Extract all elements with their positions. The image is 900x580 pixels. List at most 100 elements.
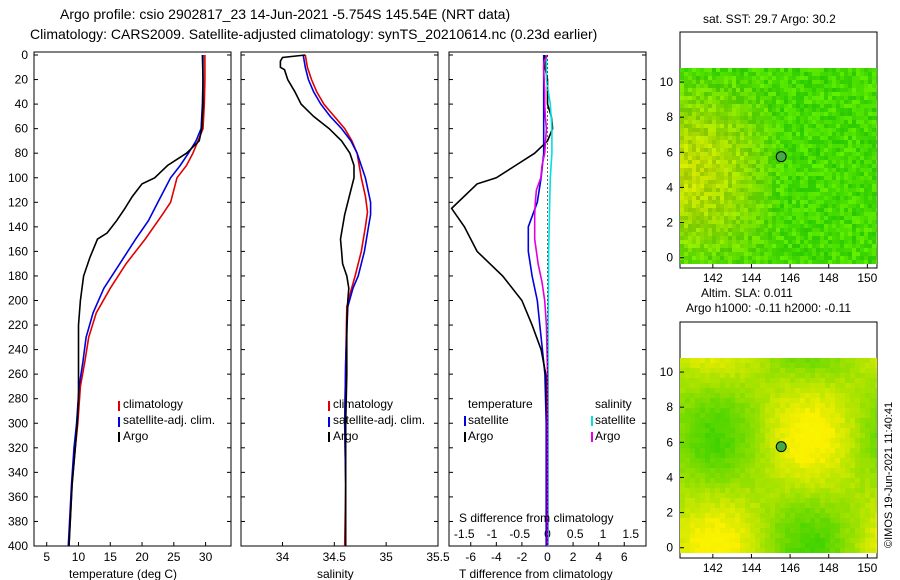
heatmap-cell: [744, 200, 748, 204]
heatmap-cell: [816, 100, 820, 104]
heatmap-cell: [760, 168, 764, 172]
heatmap-cell: [708, 188, 712, 192]
heatmap-cell: [700, 468, 705, 473]
heatmap-cell: [805, 403, 810, 408]
heatmap-cell: [684, 244, 688, 248]
heatmap-cell: [692, 196, 696, 200]
heatmap-cell: [840, 208, 844, 212]
heatmap-cell: [812, 68, 816, 72]
heatmap-cell: [876, 140, 877, 144]
heatmap-cell: [776, 112, 780, 116]
heatmap-cell: [800, 448, 805, 453]
heatmap-cell: [845, 533, 850, 538]
heatmap-cell: [860, 256, 864, 260]
heatmap-cell: [808, 136, 812, 140]
heatmap-cell: [730, 443, 735, 448]
heatmap-cell: [824, 184, 828, 188]
heatmap-cell: [680, 383, 685, 388]
heatmap-cell: [740, 184, 744, 188]
heatmap-cell: [805, 408, 810, 413]
heatmap-cell: [848, 204, 852, 208]
heatmap-cell: [835, 528, 840, 533]
heatmap-cell: [860, 548, 865, 553]
argo-float-marker: [775, 151, 787, 163]
heatmap-cell: [720, 438, 725, 443]
heatmap-cell: [850, 543, 855, 548]
heatmap-cell: [760, 68, 764, 72]
heatmap-cell: [836, 164, 840, 168]
heatmap-cell: [712, 204, 716, 208]
heatmap-cell: [820, 248, 824, 252]
heatmap-cell: [848, 224, 852, 228]
heatmap-cell: [688, 244, 692, 248]
heatmap-cell: [770, 428, 775, 433]
heatmap-cell: [776, 104, 780, 108]
heatmap-cell: [708, 172, 712, 176]
heatmap-cell: [756, 128, 760, 132]
heatmap-cell: [820, 503, 825, 508]
heatmap-cell: [748, 200, 752, 204]
heatmap-cell: [856, 168, 860, 172]
heatmap-cell: [800, 204, 804, 208]
heatmap-cell: [736, 68, 740, 72]
heatmap-cell: [715, 383, 720, 388]
heatmap-cell: [784, 208, 788, 212]
heatmap-cell: [744, 136, 748, 140]
heatmap-cell: [724, 108, 728, 112]
heatmap-cell: [792, 260, 796, 264]
heatmap-cell: [692, 160, 696, 164]
heatmap-cell: [860, 378, 865, 383]
heatmap-cell: [790, 523, 795, 528]
heatmap-cell: [868, 120, 872, 124]
heatmap-cell: [720, 152, 724, 156]
heatmap-cell: [760, 260, 764, 264]
heatmap-cell: [870, 373, 875, 378]
heatmap-cell: [828, 84, 832, 88]
heatmap-cell: [780, 88, 784, 92]
heatmap-cell: [745, 483, 750, 488]
heatmap-cell: [728, 128, 732, 132]
heatmap-cell: [720, 458, 725, 463]
heatmap-cell: [695, 363, 700, 368]
heatmap-cell: [756, 248, 760, 252]
heatmap-cell: [795, 513, 800, 518]
heatmap-cell: [800, 228, 804, 232]
heatmap-cell: [752, 204, 756, 208]
heatmap-cell: [720, 148, 724, 152]
heatmap-cell: [812, 228, 816, 232]
heatmap-cell: [784, 96, 788, 100]
heatmap-cell: [765, 508, 770, 513]
heatmap-cell: [852, 76, 856, 80]
heatmap-cell: [700, 92, 704, 96]
heatmap-cell: [860, 224, 864, 228]
heatmap-cell: [780, 220, 784, 224]
heatmap-cell: [724, 96, 728, 100]
heatmap-cell: [692, 84, 696, 88]
heatmap-cell: [712, 208, 716, 212]
heatmap-cell: [752, 220, 756, 224]
heatmap-cell: [780, 428, 785, 433]
heatmap-cell: [735, 433, 740, 438]
heatmap-cell: [825, 508, 830, 513]
heatmap-cell: [740, 224, 744, 228]
heatmap-cell: [835, 358, 840, 363]
heatmap-cell: [690, 508, 695, 513]
heatmap-cell: [784, 72, 788, 76]
heatmap-cell: [708, 96, 712, 100]
heatmap-cell: [844, 184, 848, 188]
heatmap-cell: [845, 493, 850, 498]
heatmap-cell: [828, 184, 832, 188]
heatmap-cell: [764, 164, 768, 168]
heatmap-cell: [696, 228, 700, 232]
heatmap-cell: [868, 212, 872, 216]
heatmap-cell: [810, 398, 815, 403]
heatmap-cell: [684, 224, 688, 228]
heatmap-cell: [800, 503, 805, 508]
heatmap-cell: [745, 453, 750, 458]
heatmap-cell: [700, 483, 705, 488]
heatmap-cell: [765, 383, 770, 388]
heatmap-cell: [745, 403, 750, 408]
heatmap-cell: [865, 488, 870, 493]
heatmap-cell: [740, 468, 745, 473]
heatmap-cell: [724, 116, 728, 120]
